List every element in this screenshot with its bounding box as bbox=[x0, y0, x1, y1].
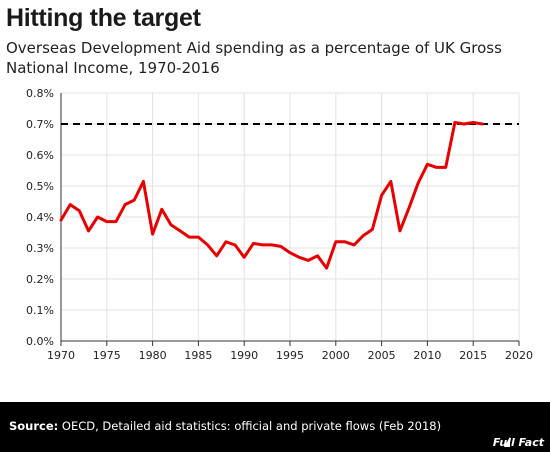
y-tick-label: 0.8% bbox=[26, 87, 54, 100]
full-fact-logo-icon bbox=[504, 437, 510, 447]
line-chart: 0.0% 0.1% 0.2% 0.3% 0.4% 0.5% 0.6% 0.7% 0.8% 1970… bbox=[26, 87, 533, 362]
source-text: OECD, Detailed aid statistics: official … bbox=[58, 419, 442, 433]
y-tick-label: 0.4% bbox=[26, 211, 54, 224]
y-tick-label: 0.1% bbox=[26, 304, 54, 317]
y-tick-label: 0.5% bbox=[26, 180, 54, 193]
x-tick-label: 2010 bbox=[413, 349, 441, 362]
y-tick-label: 0.0% bbox=[26, 335, 54, 348]
x-tick-label: 1985 bbox=[184, 349, 212, 362]
x-tick-label: 1975 bbox=[93, 349, 121, 362]
source-note: Source: OECD, Detailed aid statistics: o… bbox=[9, 419, 441, 433]
y-tick-label: 0.7% bbox=[26, 118, 54, 131]
full-fact-logo: Full Fact bbox=[492, 436, 544, 449]
x-tick-label: 2000 bbox=[322, 349, 350, 362]
x-tick-label: 2005 bbox=[368, 349, 396, 362]
footer-bar: Source: OECD, Detailed aid statistics: o… bbox=[0, 402, 550, 452]
chart-subtitle: Overseas Development Aid spending as a p… bbox=[6, 39, 502, 77]
source-label: Source: bbox=[9, 419, 59, 433]
y-tick-label: 0.2% bbox=[26, 273, 54, 286]
x-tick-label: 1995 bbox=[276, 349, 304, 362]
series-line bbox=[59, 121, 484, 270]
x-tick-label: 1970 bbox=[47, 349, 75, 362]
x-tick-label: 2015 bbox=[459, 349, 487, 362]
x-tick-label: 2020 bbox=[505, 349, 533, 362]
y-tick-label: 0.3% bbox=[26, 242, 54, 255]
x-tick-label: 1980 bbox=[139, 349, 167, 362]
chart-title: Hitting the target bbox=[6, 4, 201, 32]
x-tick-label: 1990 bbox=[230, 349, 258, 362]
y-tick-label: 0.6% bbox=[26, 149, 54, 162]
